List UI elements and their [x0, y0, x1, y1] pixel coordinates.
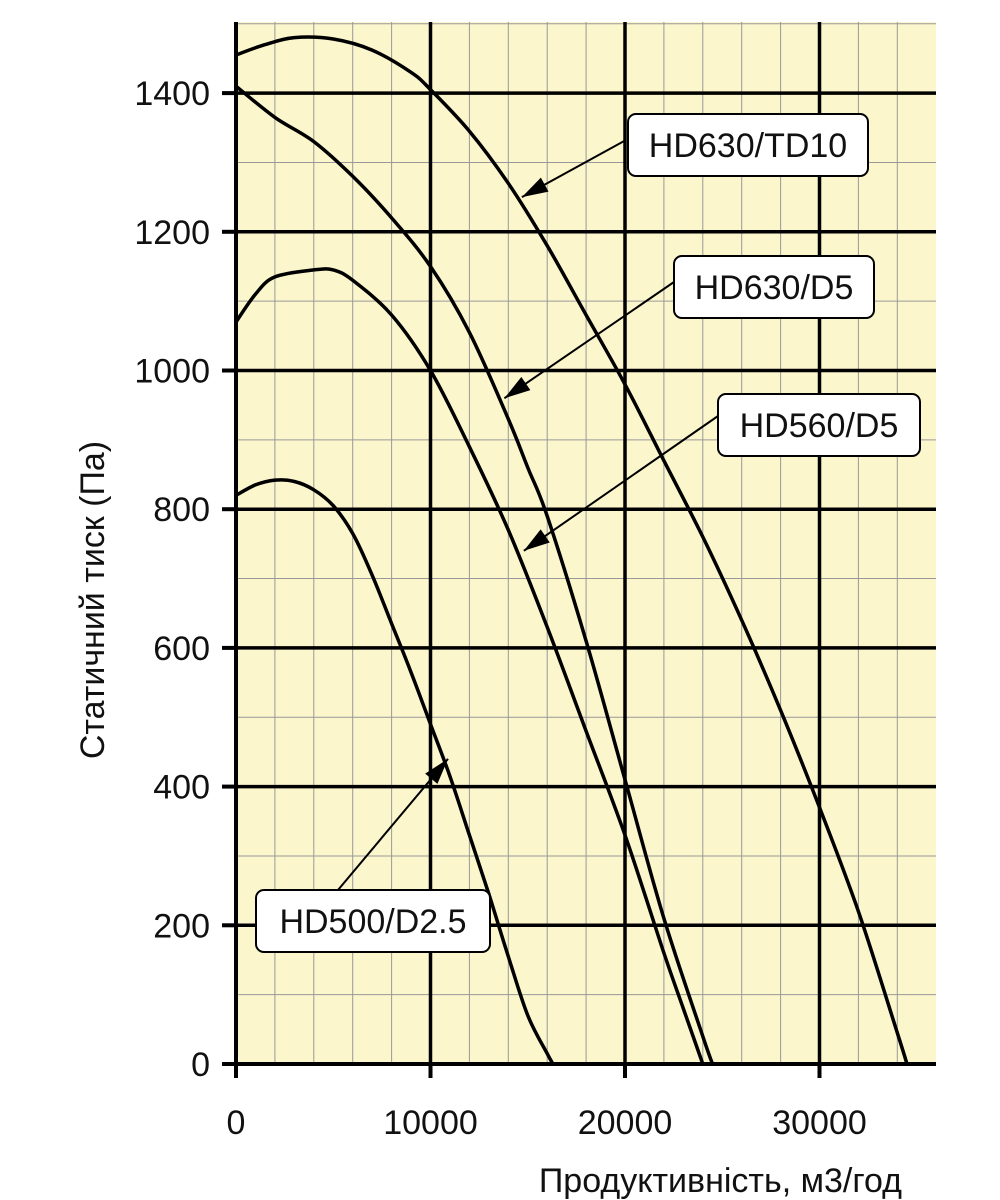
y-tick-label: 800	[153, 491, 210, 529]
series-line-hd500-d2-5	[234, 478, 555, 1066]
callout-leader-hd560-d5	[523, 415, 719, 552]
callout-box-hd630-d5	[673, 255, 875, 319]
y-axis-title: Статичний тиск (Па)	[74, 441, 112, 759]
callout-box-hd500-d2-5	[255, 889, 491, 953]
callout-leader-hd500-d2-5	[337, 758, 449, 891]
axes	[222, 22, 936, 1078]
tick-labels: 0 200 400 600 800 1000 1200 1400 0 10000 20000 3000…	[134, 75, 866, 1142]
series-line-hd560-d5	[234, 267, 705, 1066]
callout-label-hd560-d5: HD560/D5	[740, 407, 899, 445]
callout-arrowhead-hd560-d5	[523, 529, 550, 551]
callouts: HD630/TD10 HD630/D5 HD560/D5 HD500/D2.5	[255, 113, 921, 953]
y-tick-label: 1000	[134, 353, 210, 391]
x-tick-label: 20000	[578, 1104, 673, 1142]
callout-box-hd560-d5	[717, 393, 921, 457]
y-tick-label: 200	[153, 907, 210, 945]
y-tick-label: 0	[191, 1046, 210, 1084]
callout-label-hd630-d5: HD630/D5	[695, 269, 854, 307]
y-tick-label: 600	[153, 630, 210, 668]
callout-label-hd500-d2-5: HD500/D2.5	[279, 903, 466, 941]
x-tick-label: 30000	[772, 1104, 867, 1142]
callout-label-hd630-td10: HD630/TD10	[649, 127, 847, 165]
y-tick-label: 1200	[134, 214, 210, 252]
x-tick-label: 0	[227, 1104, 246, 1142]
callout-arrowhead-hd500-d2-5	[425, 758, 449, 784]
callout-arrowhead-hd630-td10	[521, 177, 549, 198]
x-tick-label: 10000	[383, 1104, 478, 1142]
y-tick-label: 1400	[134, 75, 210, 113]
y-tick-label: 400	[153, 769, 210, 807]
major-grid	[236, 22, 936, 1064]
callout-box-hd630-td10	[627, 113, 869, 177]
series-lines	[234, 35, 909, 1066]
callout-leader-hd630-d5	[503, 281, 675, 400]
x-axis-title: Продуктивність, м3/год	[539, 1162, 902, 1200]
series-line-hd630-d5	[234, 84, 715, 1066]
callout-arrowhead-hd630-d5	[504, 376, 531, 399]
series-line-hd630-td10	[234, 35, 909, 1066]
